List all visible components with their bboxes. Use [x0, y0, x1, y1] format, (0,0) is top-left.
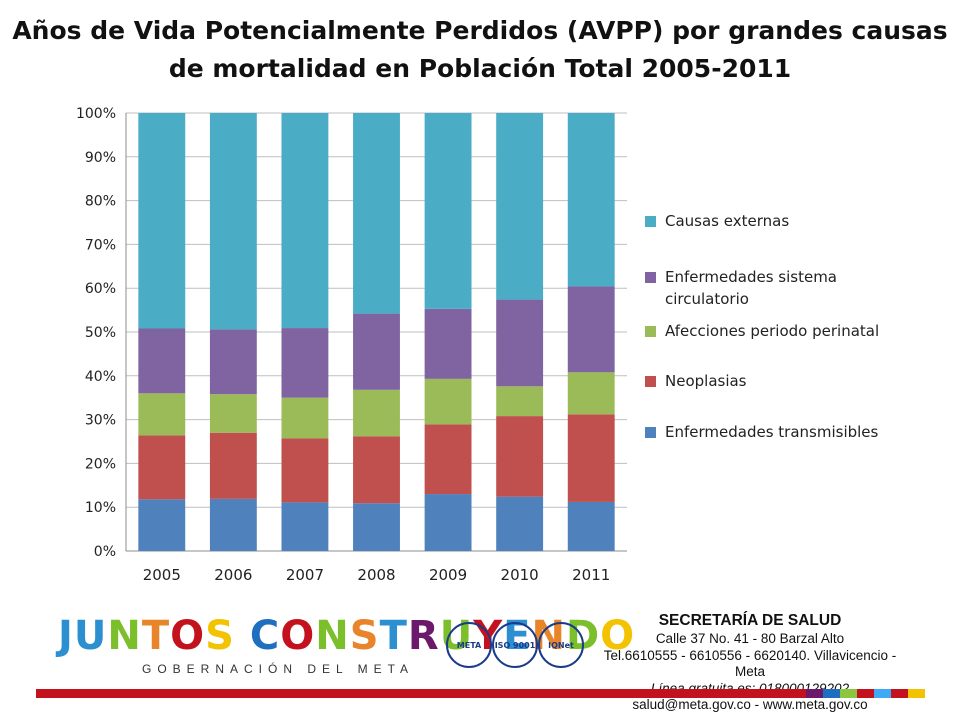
bar-segment [209, 394, 257, 433]
bar-segment [209, 432, 257, 499]
color-stripe [823, 689, 840, 698]
x-tick-label: 2005 [143, 566, 181, 584]
legend-swatch [645, 427, 656, 438]
secretaria-title: SECRETARÍA DE SALUD [658, 612, 842, 629]
x-tick-label: 2009 [429, 566, 467, 584]
chart-title: Años de Vida Potencialmente Perdidos (AV… [0, 12, 960, 88]
legend-label: Afecciones periodo perinatal [665, 322, 880, 340]
bar-segment [138, 499, 186, 551]
bar-segment [567, 414, 615, 502]
legend-item: Afecciones periodo perinatal [645, 320, 945, 342]
bar-segment [496, 299, 544, 387]
chart-title-line1: Años de Vida Potencialmente Perdidos (AV… [12, 16, 948, 45]
color-stripe [874, 689, 891, 698]
bar-segment [567, 286, 615, 373]
bar-segment [424, 308, 472, 379]
color-stripe [857, 689, 874, 698]
bar-segment [138, 393, 186, 436]
legend-label: Enfermedades sistema circulatorio [665, 268, 837, 308]
x-tick-label: 2008 [357, 566, 395, 584]
y-tick-label: 0% [94, 544, 116, 560]
bar-segment [496, 386, 544, 417]
bar-segment [424, 424, 472, 495]
color-stripe [891, 689, 908, 698]
bar-segment [281, 397, 329, 439]
bar-segment [138, 113, 186, 329]
x-tick-label: 2006 [214, 566, 252, 584]
footer-color-stripes [806, 689, 925, 698]
bar-segment [138, 435, 186, 500]
y-tick-label: 30% [85, 413, 116, 429]
bar-segment [281, 113, 329, 329]
legend-item: Neoplasias [645, 370, 945, 392]
legend-item: Causas externas [645, 210, 945, 232]
legend-item: Enfermedades sistema circulatorio [645, 266, 845, 310]
secretaria-phones: Tel.6610555 - 6610556 - 6620140. Villavi… [603, 647, 897, 680]
bar-segment [424, 113, 472, 309]
x-tick-label: 2011 [572, 566, 610, 584]
bar-segment [424, 494, 472, 551]
legend-swatch [645, 216, 656, 227]
bar-segment [281, 502, 329, 551]
secretaria-info: SECRETARÍA DE SALUD Calle 37 No. 41 - 80… [590, 611, 910, 714]
bar-segment [281, 328, 329, 398]
y-tick-label: 20% [85, 456, 116, 472]
bar-segment [209, 113, 257, 330]
secretaria-address: Calle 37 No. 41 - 80 Barzal Alto [655, 631, 845, 646]
legend-label: Enfermedades transmisibles [665, 423, 879, 441]
bar-segment [567, 501, 615, 551]
bar-segment [209, 498, 257, 551]
bar-segment [353, 313, 400, 390]
legend-swatch [645, 376, 656, 387]
secretaria-contact: salud@meta.gov.co - www.meta.gov.co [632, 697, 868, 712]
stacked-bar-chart: 0% 10% 20% 30% 40% 50% 60% 70% 80% 90% 100% 2005 200… [76, 106, 627, 584]
bar-segment [353, 389, 400, 437]
bar-segment [424, 378, 472, 425]
bar-segment [138, 328, 186, 394]
seal-meta-label: META [456, 640, 482, 650]
bar-segment [281, 438, 329, 503]
y-tick-label: 10% [85, 500, 116, 516]
y-tick-label: 100% [76, 106, 116, 122]
logo-subtitle: GOBERNACIÓN DEL META [142, 662, 415, 676]
legend-swatch [645, 272, 656, 283]
x-tick-label: 2010 [501, 566, 539, 584]
bar-segment [353, 436, 400, 504]
iso-9001-icon: ISO 9001 [492, 622, 538, 668]
y-tick-label: 80% [85, 194, 116, 210]
bar-segment [353, 113, 400, 314]
footer-red-bar [36, 689, 920, 698]
seal-iqnet-label: IQNet [548, 640, 574, 650]
legend-label: Neoplasias [665, 372, 747, 390]
legend-label: Causas externas [665, 212, 790, 230]
y-tick-label: 70% [85, 237, 116, 253]
seal-meta-icon: META [446, 622, 492, 668]
legend-swatch [645, 326, 656, 337]
bar-segment [209, 329, 257, 395]
y-tick-label: 60% [85, 281, 116, 297]
legend-item: Enfermedades transmisibles [645, 421, 945, 443]
chart-title-line2: de mortalidad en Población Total 2005-20… [168, 54, 792, 83]
y-tick-label: 90% [85, 150, 116, 166]
color-stripe [840, 689, 857, 698]
bar-segment [353, 503, 400, 551]
bar-segment [496, 113, 544, 300]
bar-segment [567, 113, 615, 287]
bar-segment [567, 372, 615, 415]
bar-segment [496, 496, 544, 551]
color-stripe [806, 689, 823, 698]
y-tick-label: 40% [85, 369, 116, 385]
bar-segment [496, 416, 544, 497]
x-tick-label: 2007 [286, 566, 324, 584]
y-tick-label: 50% [85, 325, 116, 341]
seal-iso-label: ISO 9001 [494, 640, 536, 650]
color-stripe [908, 689, 925, 698]
iqnet-icon: IQNet [538, 622, 584, 668]
